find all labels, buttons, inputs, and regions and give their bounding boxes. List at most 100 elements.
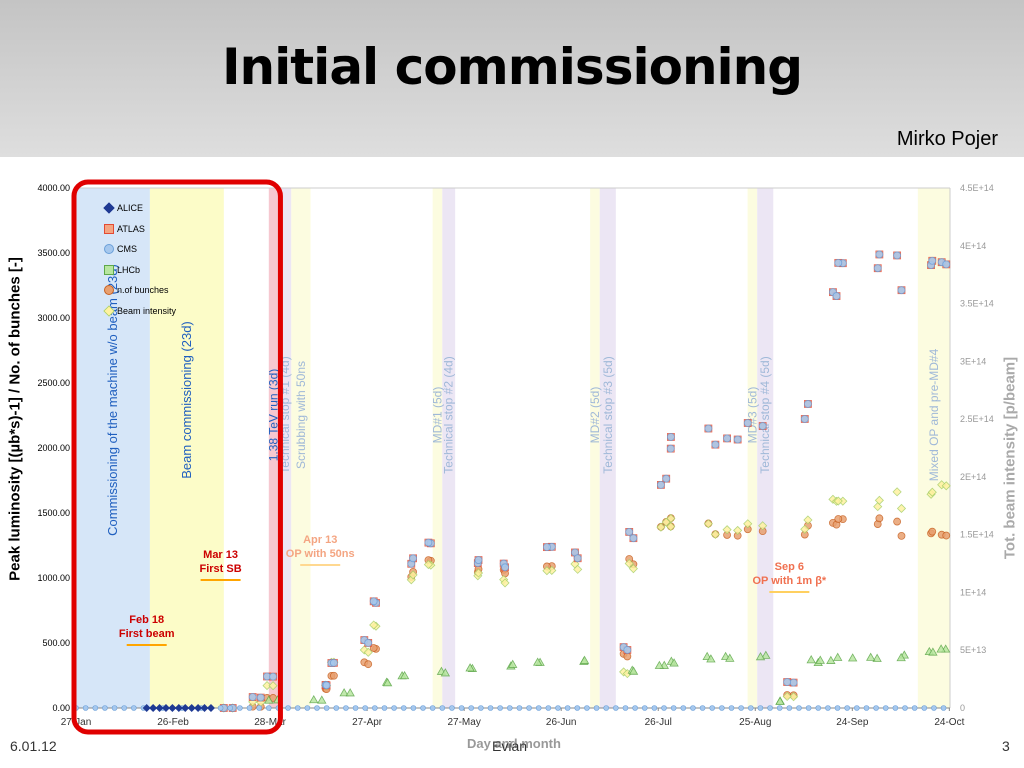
y-axis-title-left-text: Peak luminosity [(µb*s)-1] / No. of bunc… [6, 257, 24, 581]
legend-symbol [103, 305, 115, 317]
baseline-point [458, 705, 465, 711]
cms-point [424, 538, 433, 547]
lhcb-point [706, 654, 716, 663]
beam-intensity-point [743, 519, 753, 529]
lhcb-point [775, 696, 785, 705]
baseline-point [641, 705, 648, 711]
cms-point [789, 678, 798, 687]
baseline-point [131, 705, 137, 711]
baseline-point [719, 705, 725, 711]
baseline-point [265, 705, 272, 711]
beam-intensity-point [268, 681, 278, 691]
beam-intensity-point [542, 566, 552, 576]
period-band [432, 188, 443, 708]
baseline-point [815, 705, 822, 711]
baseline-point [767, 705, 773, 711]
y-tick-label-right: 4E+14 [960, 241, 986, 251]
x-tick-label: 24-Oct [934, 717, 964, 728]
legend-item: n.of bunches [104, 280, 176, 301]
legend-symbol [104, 264, 114, 275]
x-tick-label: 24-Sep [836, 717, 869, 728]
baseline-point [381, 705, 388, 711]
x-tick-label: 26-Jul [645, 717, 672, 728]
lhcb-point [936, 644, 946, 653]
baseline-point [372, 705, 378, 711]
baseline-point [680, 705, 687, 711]
baseline-point [111, 705, 118, 711]
lhcb-point [399, 670, 410, 680]
lhcb-point [815, 655, 825, 664]
baseline-point [420, 705, 426, 711]
x-tick-label: 28-Mar [254, 717, 286, 728]
lhcb-point [264, 695, 274, 704]
alice-point [174, 704, 183, 712]
annotation-text: OP with 1m β* [752, 575, 826, 587]
lhcb-point [669, 658, 679, 667]
lhcb-point [847, 653, 858, 662]
beam-intensity-point [703, 519, 713, 529]
baseline-point [468, 705, 475, 711]
cms-point [269, 672, 277, 681]
annotation-text: Mar 13 [203, 549, 238, 561]
y-tick-label-right: 1E+14 [960, 587, 986, 597]
baseline-point [535, 705, 542, 711]
y-axis-title-left: Peak luminosity [(µb*s)-1] / No. of bunc… [4, 176, 26, 662]
beam-intensity-point [369, 620, 379, 630]
baseline-point [487, 705, 494, 711]
beam-intensity-point [624, 558, 634, 569]
beam-intensity-point [896, 503, 907, 514]
baseline-point [728, 705, 735, 711]
baseline-point [603, 705, 609, 711]
n-bunches-point [875, 514, 884, 523]
y-tick-label-right: 3E+14 [960, 356, 986, 366]
cms-point [897, 286, 906, 295]
lhcb-point [317, 695, 327, 704]
x-axis-title: Day and month [467, 736, 561, 751]
baseline-point [227, 705, 234, 711]
legend-symbol [104, 285, 114, 296]
y-tick-label-left: 1500.00 [37, 508, 70, 518]
cms-point [873, 264, 882, 273]
baseline-point [863, 705, 870, 711]
baseline-point [892, 705, 899, 711]
lhcb-point [872, 653, 882, 662]
lhcb-point [579, 655, 590, 664]
baseline-point [526, 705, 532, 711]
baseline-point [661, 705, 667, 711]
baseline-point [246, 705, 253, 711]
baseline-point [873, 705, 879, 711]
period-band [747, 188, 758, 708]
baseline-point [294, 705, 301, 711]
baseline-point [805, 705, 812, 711]
y-axis-title-right: Tot. beam intensity [p/beam] [998, 188, 1022, 728]
baseline-point [902, 705, 908, 711]
beam-intensity-point [758, 521, 768, 531]
cms-point [474, 556, 483, 564]
annotation-text: Apr 13 [303, 534, 337, 546]
period-label: Technical stop #2 (4d) [442, 356, 456, 473]
slide-page-number: 3 [1002, 738, 1010, 754]
y-tick-label-left: 4000.00 [37, 183, 70, 193]
period-band [268, 188, 279, 708]
cms-point [364, 638, 373, 647]
alice-point [181, 704, 190, 712]
baseline-point [256, 705, 262, 711]
period-label: Technical stop #4 (5d) [758, 356, 772, 473]
lhcb-point [761, 650, 771, 659]
baseline-point [506, 705, 513, 711]
baseline-point [834, 705, 841, 711]
lhcb-point [345, 688, 355, 697]
y-tick-label-right: 0 [960, 703, 965, 713]
period-label: Commissioning of the machine w/o beam (2… [105, 264, 120, 536]
lhcb-point [628, 666, 639, 675]
cms-point [369, 597, 378, 606]
slide-author: Mirko Pojer [896, 128, 998, 150]
cms-point [657, 480, 665, 489]
n-bunches-point [897, 531, 906, 540]
baseline-point [102, 705, 108, 711]
period-band [917, 188, 950, 708]
beam-intensity-point [262, 681, 272, 691]
beam-intensity-point [656, 522, 666, 532]
cms-point [800, 415, 809, 423]
alice-point [187, 704, 196, 712]
